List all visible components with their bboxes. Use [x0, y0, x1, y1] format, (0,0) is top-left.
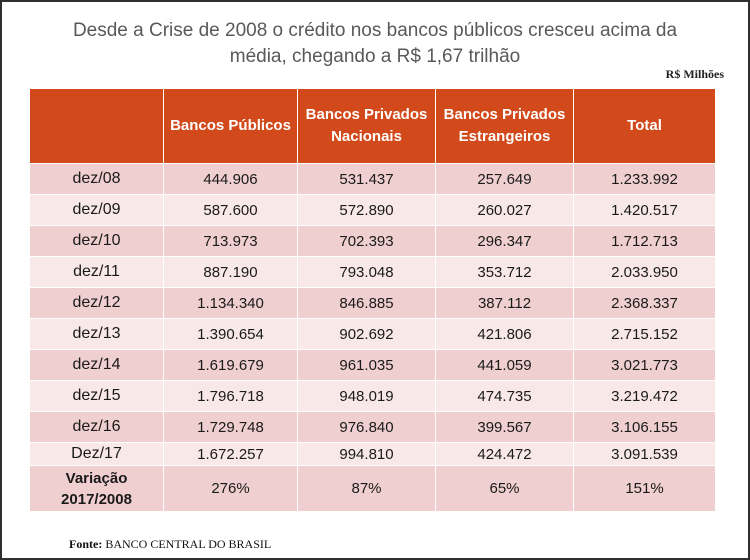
- row-label-cell: dez/08: [29, 163, 164, 195]
- value-cell: 260.027: [435, 194, 574, 226]
- row-label-cell: dez/09: [29, 194, 164, 226]
- row-label-cell: dez/11: [29, 256, 164, 288]
- column-header: Bancos Privados Nacionais: [297, 88, 436, 164]
- variation-label-text: 2017/2008: [61, 490, 132, 508]
- column-header-text: Bancos Privados: [305, 106, 428, 123]
- row-label-cell: dez/16: [29, 411, 164, 443]
- value-cell: 399.567: [435, 411, 574, 443]
- column-header: Bancos Públicos: [163, 88, 298, 164]
- header-cell-blank: [29, 88, 164, 164]
- variation-row: Variação 2017/2008 276% 87% 65% 151%: [29, 465, 716, 512]
- table-row: dez/09 587.600 572.890 260.027 1.420.517: [29, 194, 716, 226]
- column-header-text: Estrangeiros: [458, 128, 551, 145]
- source-label: Fonte:: [69, 537, 103, 551]
- value-cell: 1.619.679: [163, 349, 298, 381]
- value-cell: 1.420.517: [573, 194, 716, 226]
- value-cell: 257.649: [435, 163, 574, 195]
- value-cell: 474.735: [435, 380, 574, 412]
- value-cell: 1.729.748: [163, 411, 298, 443]
- value-cell: 3.219.472: [573, 380, 716, 412]
- row-label-cell: Dez/17: [29, 442, 164, 466]
- value-cell: 1.134.340: [163, 287, 298, 319]
- table-body: dez/08 444.906 531.437 257.649 1.233.992 dez/…: [29, 163, 716, 512]
- value-cell: 1.233.992: [573, 163, 716, 195]
- value-cell: 3.021.773: [573, 349, 716, 381]
- unit-label: R$ Milhões: [665, 67, 724, 81]
- column-header: Total: [573, 88, 716, 164]
- value-cell: 1.672.257: [163, 442, 298, 466]
- value-cell: 1.796.718: [163, 380, 298, 412]
- value-cell: 846.885: [297, 287, 436, 319]
- title-line-2: média, chegando a R$ 1,67 trilhão: [229, 46, 521, 67]
- value-cell: 887.190: [163, 256, 298, 288]
- variation-label-text: Variação: [65, 469, 128, 487]
- table-row: dez/13 1.390.654 902.692 421.806 2.715.152: [29, 318, 716, 350]
- value-cell: 948.019: [297, 380, 436, 412]
- row-label-cell: dez/10: [29, 225, 164, 257]
- value-cell: 531.437: [297, 163, 436, 195]
- value-cell: 296.347: [435, 225, 574, 257]
- value-cell: 421.806: [435, 318, 574, 350]
- column-header-text: Total: [627, 117, 662, 134]
- value-cell: 3.106.155: [573, 411, 716, 443]
- value-cell: 961.035: [297, 349, 436, 381]
- column-header-text: Nacionais: [331, 128, 402, 145]
- column-header: Bancos Privados Estrangeiros: [435, 88, 574, 164]
- value-cell: 444.906: [163, 163, 298, 195]
- table-row: dez/15 1.796.718 948.019 474.735 3.219.472: [29, 380, 716, 412]
- row-label-cell: dez/13: [29, 318, 164, 350]
- source-text: BANCO CENTRAL DO BRASIL: [105, 537, 272, 551]
- value-cell: 3.091.539: [573, 442, 716, 466]
- source-note: Fonte: BANCO CENTRAL DO BRASIL: [69, 537, 271, 552]
- value-cell: 713.973: [163, 225, 298, 257]
- row-label-cell: dez/14: [29, 349, 164, 381]
- table-row: dez/08 444.906 531.437 257.649 1.233.992: [29, 163, 716, 195]
- variation-value-cell: 151%: [573, 465, 716, 512]
- row-label-cell: dez/15: [29, 380, 164, 412]
- value-cell: 353.712: [435, 256, 574, 288]
- table-row: dez/16 1.729.748 976.840 399.567 3.106.155: [29, 411, 716, 443]
- value-cell: 1.390.654: [163, 318, 298, 350]
- value-cell: 976.840: [297, 411, 436, 443]
- table-row: dez/12 1.134.340 846.885 387.112 2.368.337: [29, 287, 716, 319]
- slide-title: Desde a Crise de 2008 o crédito nos banc…: [0, 18, 750, 70]
- variation-value-cell: 276%: [163, 465, 298, 512]
- value-cell: 387.112: [435, 287, 574, 319]
- column-header-text: Bancos Privados: [443, 106, 566, 123]
- value-cell: 424.472: [435, 442, 574, 466]
- value-cell: 441.059: [435, 349, 574, 381]
- value-cell: 702.393: [297, 225, 436, 257]
- value-cell: 587.600: [163, 194, 298, 226]
- variation-label-cell: Variação 2017/2008: [29, 465, 164, 512]
- table-row: dez/14 1.619.679 961.035 441.059 3.021.773: [29, 349, 716, 381]
- value-cell: 2.033.950: [573, 256, 716, 288]
- table-row: dez/10 713.973 702.393 296.347 1.712.713: [29, 225, 716, 257]
- table-row: Dez/17 1.672.257 994.810 424.472 3.091.539: [29, 442, 716, 466]
- value-cell: 572.890: [297, 194, 436, 226]
- title-line-1: Desde a Crise de 2008 o crédito nos banc…: [72, 20, 678, 41]
- variation-value-cell: 65%: [435, 465, 574, 512]
- value-cell: 994.810: [297, 442, 436, 466]
- value-cell: 2.715.152: [573, 318, 716, 350]
- credit-table: Bancos Públicos Bancos Privados Nacionais B…: [29, 88, 716, 512]
- column-header-text: Bancos Públicos: [170, 117, 291, 134]
- variation-value-cell: 87%: [297, 465, 436, 512]
- value-cell: 1.712.713: [573, 225, 716, 257]
- value-cell: 902.692: [297, 318, 436, 350]
- value-cell: 793.048: [297, 256, 436, 288]
- value-cell: 2.368.337: [573, 287, 716, 319]
- table-row: dez/11 887.190 793.048 353.712 2.033.950: [29, 256, 716, 288]
- row-label-cell: dez/12: [29, 287, 164, 319]
- table-header-row: Bancos Públicos Bancos Privados Nacionais B…: [29, 88, 716, 164]
